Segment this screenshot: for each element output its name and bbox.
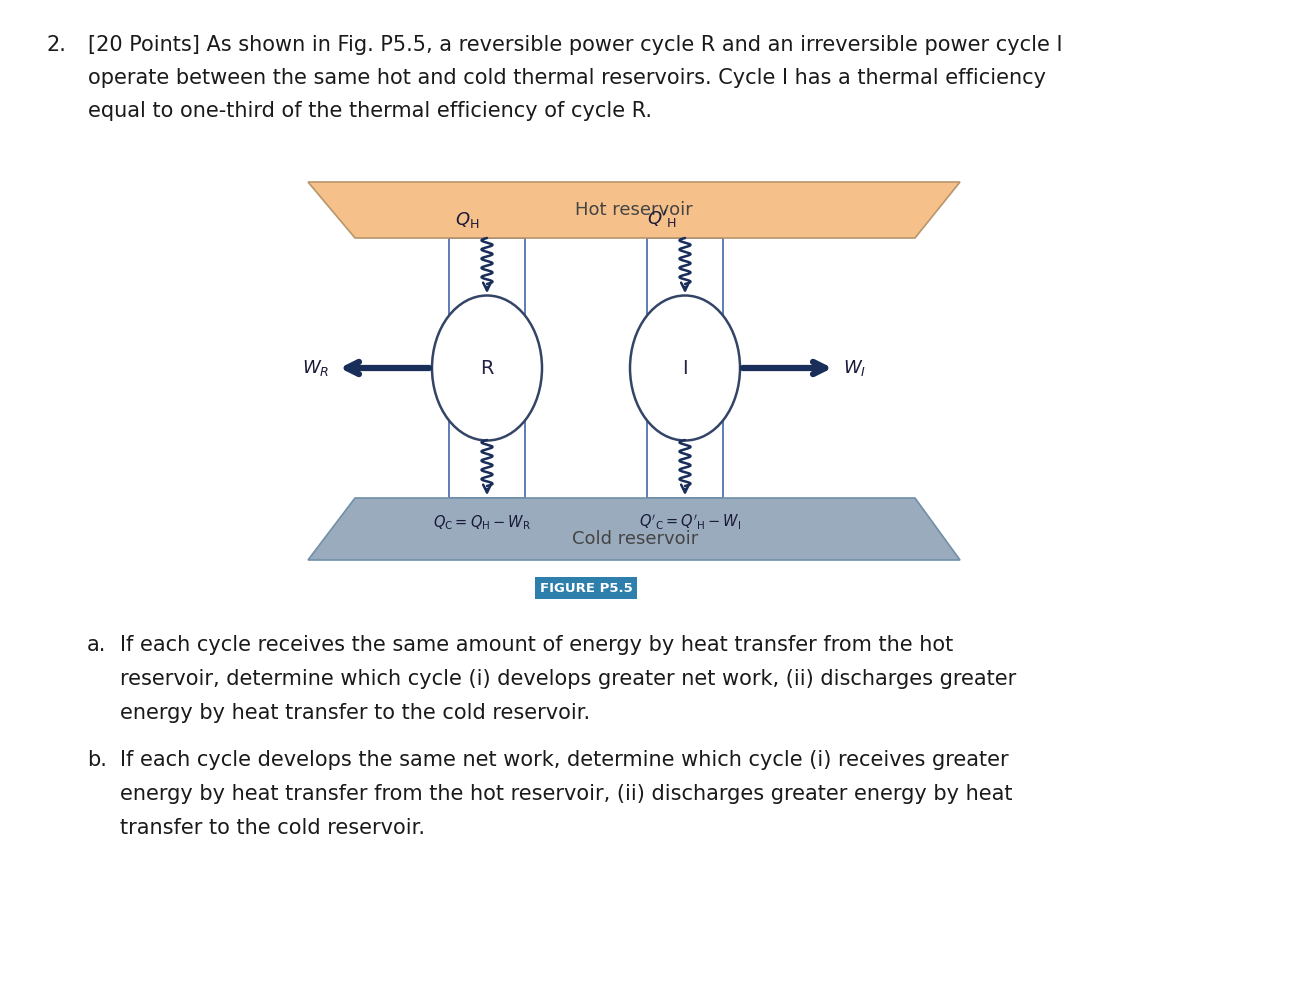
- Polygon shape: [308, 498, 959, 560]
- Text: $\mathit{Q}_\mathrm{C}=\mathit{Q}_\mathrm{H}-W_\mathrm{R}$: $\mathit{Q}_\mathrm{C}=\mathit{Q}_\mathr…: [433, 513, 531, 532]
- Text: If each cycle develops the same net work, determine which cycle (i) receives gre: If each cycle develops the same net work…: [120, 750, 1009, 770]
- Text: energy by heat transfer to the cold reservoir.: energy by heat transfer to the cold rese…: [120, 703, 590, 723]
- Text: I: I: [682, 359, 687, 377]
- Text: transfer to the cold reservoir.: transfer to the cold reservoir.: [120, 818, 425, 838]
- Text: $\mathit{Q}'_\mathrm{C}=\mathit{Q}'_\mathrm{H}-W_\mathrm{I}$: $\mathit{Q}'_\mathrm{C}=\mathit{Q}'_\mat…: [639, 513, 741, 533]
- Ellipse shape: [432, 296, 542, 440]
- Text: Hot reservoir: Hot reservoir: [575, 201, 692, 219]
- Text: $W_I$: $W_I$: [843, 358, 867, 378]
- Text: equal to one-third of the thermal efficiency of cycle R.: equal to one-third of the thermal effici…: [88, 101, 652, 121]
- Text: [20 Points] As shown in Fig. P5.5, a reversible power cycle R and an irreversibl: [20 Points] As shown in Fig. P5.5, a rev…: [88, 35, 1063, 55]
- Text: energy by heat transfer from the hot reservoir, (ii) discharges greater energy b: energy by heat transfer from the hot res…: [120, 784, 1012, 804]
- Text: 2.: 2.: [47, 35, 67, 55]
- Text: b.: b.: [86, 750, 107, 770]
- Bar: [449, 238, 525, 498]
- Polygon shape: [308, 182, 959, 238]
- Text: R: R: [480, 359, 493, 377]
- Bar: [647, 238, 723, 498]
- Text: $\mathit{Q}_\mathrm{H}$: $\mathit{Q}_\mathrm{H}$: [454, 210, 479, 230]
- Text: FIGURE P5.5: FIGURE P5.5: [539, 582, 632, 595]
- Text: If each cycle receives the same amount of energy by heat transfer from the hot: If each cycle receives the same amount o…: [120, 635, 953, 655]
- Text: $W_R$: $W_R$: [301, 358, 329, 378]
- Ellipse shape: [630, 296, 740, 440]
- Text: Cold reservoir: Cold reservoir: [572, 530, 698, 548]
- Text: a.: a.: [86, 635, 106, 655]
- Text: $\mathit{Q}'_\mathrm{H}$: $\mathit{Q}'_\mathrm{H}$: [647, 208, 677, 230]
- Text: reservoir, determine which cycle (i) develops greater net work, (ii) discharges : reservoir, determine which cycle (i) dev…: [120, 669, 1016, 689]
- Text: operate between the same hot and cold thermal reservoirs. Cycle I has a thermal : operate between the same hot and cold th…: [88, 68, 1046, 88]
